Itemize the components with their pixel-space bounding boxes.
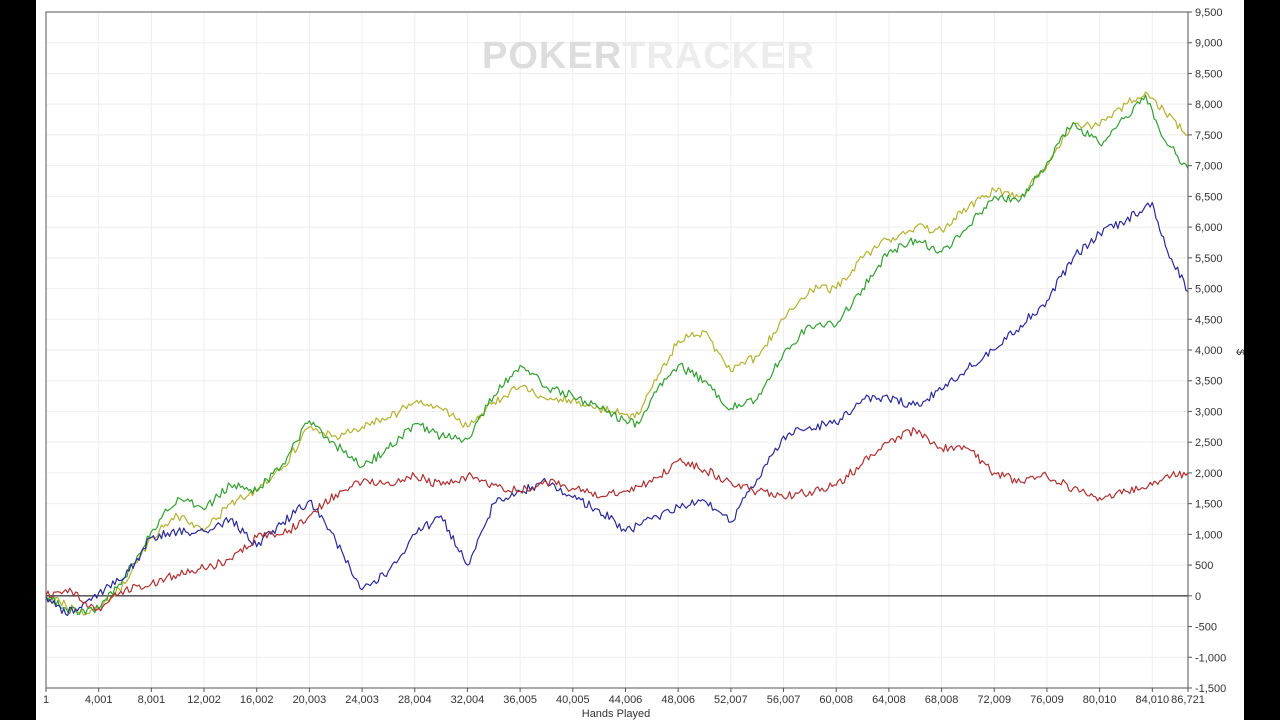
x-tick-label: 32,004	[451, 694, 485, 706]
series-line-2	[45, 94, 1189, 615]
y-tick-label: -500	[1195, 622, 1217, 634]
watermark-part2: KER	[539, 35, 622, 77]
y-tick-label: -1,500	[1195, 683, 1226, 695]
y-tick-label: 6,000	[1195, 222, 1223, 234]
y-tick-label: 2,000	[1195, 468, 1223, 480]
x-tick-label: 68,008	[925, 694, 959, 706]
x-tick-label: 24,003	[345, 694, 379, 706]
y-tick-label: 2,500	[1195, 437, 1223, 449]
y-tick-label: 1,500	[1195, 499, 1223, 511]
x-tick-label: 52,007	[714, 694, 748, 706]
y-tick-label: 6,500	[1195, 191, 1223, 203]
watermark-part3: TRACKER	[622, 35, 815, 77]
x-tick-label: 8,001	[138, 694, 166, 706]
x-tick-label: 40,005	[556, 694, 590, 706]
y-tick-label: 5,000	[1195, 284, 1223, 296]
y-tick-label: 9,500	[1195, 7, 1223, 19]
y-tick-label: 5,500	[1195, 253, 1223, 265]
y-tick-label: 8,500	[1195, 68, 1223, 80]
x-axis-title: Hands Played	[582, 708, 651, 720]
y-tick-label: 500	[1195, 560, 1213, 572]
y-tick-label: 9,000	[1195, 38, 1223, 50]
y-axis-ticks: -1,500 -1,000 -500 0 500 1,000 1,500 2,000 2,500…	[1188, 7, 1226, 695]
y-tick-label: 4,000	[1195, 345, 1223, 357]
x-tick-label: 80,010	[1083, 694, 1117, 706]
y-tick-label: 3,000	[1195, 406, 1223, 418]
series-line-3	[45, 201, 1189, 617]
y-tick-label: 7,500	[1195, 130, 1223, 142]
x-tick-label: 20,003	[293, 694, 327, 706]
x-tick-label: 12,002	[187, 694, 221, 706]
y-tick-label: 3,500	[1195, 376, 1223, 388]
x-tick-label: 56,007	[767, 694, 801, 706]
pokertracker-watermark: POKERTRACKER	[482, 35, 815, 77]
x-tick-label: 16,002	[240, 694, 274, 706]
series-line-1	[45, 91, 1189, 616]
x-tick-label: 86,721	[1171, 694, 1205, 706]
x-tick-label: 44,006	[609, 694, 643, 706]
y-tick-label: 8,000	[1195, 99, 1223, 111]
grid	[45, 11, 1189, 689]
y-tick-label: 4,500	[1195, 314, 1223, 326]
x-tick-label: 1	[43, 694, 49, 706]
x-tick-label: 64,008	[872, 694, 906, 706]
series-lines	[45, 91, 1189, 617]
series-line-4	[45, 427, 1189, 612]
x-tick-label: 4,001	[85, 694, 113, 706]
x-tick-label: 76,009	[1030, 694, 1064, 706]
chart-panel: POKERTRACKER 1 4,001 8,001 12,002 16,002 20,0…	[36, 0, 1244, 720]
x-tick-label: 28,004	[398, 694, 432, 706]
y-tick-label: 0	[1195, 591, 1201, 603]
y-tick-label: 7,000	[1195, 161, 1223, 173]
x-tick-label: 36,005	[503, 694, 537, 706]
x-tick-label: 84,010	[1135, 694, 1169, 706]
y-tick-label: -1,000	[1195, 652, 1226, 664]
watermark-part1: PO	[482, 35, 539, 77]
y-tick-label: 1,000	[1195, 529, 1223, 541]
x-tick-label: 72,009	[977, 694, 1011, 706]
profit-graph: POKERTRACKER 1 4,001 8,001 12,002 16,002 20,0…	[43, 7, 1244, 720]
x-tick-label: 48,006	[661, 694, 695, 706]
svg-text:POKERTRACKER: POKERTRACKER	[482, 35, 815, 77]
y-axis-symbol: $	[1234, 349, 1244, 355]
x-tick-label: 60,008	[819, 694, 853, 706]
x-axis-ticks: 1 4,001 8,001 12,002 16,002 20,003 24,003 28,00…	[43, 688, 1205, 706]
